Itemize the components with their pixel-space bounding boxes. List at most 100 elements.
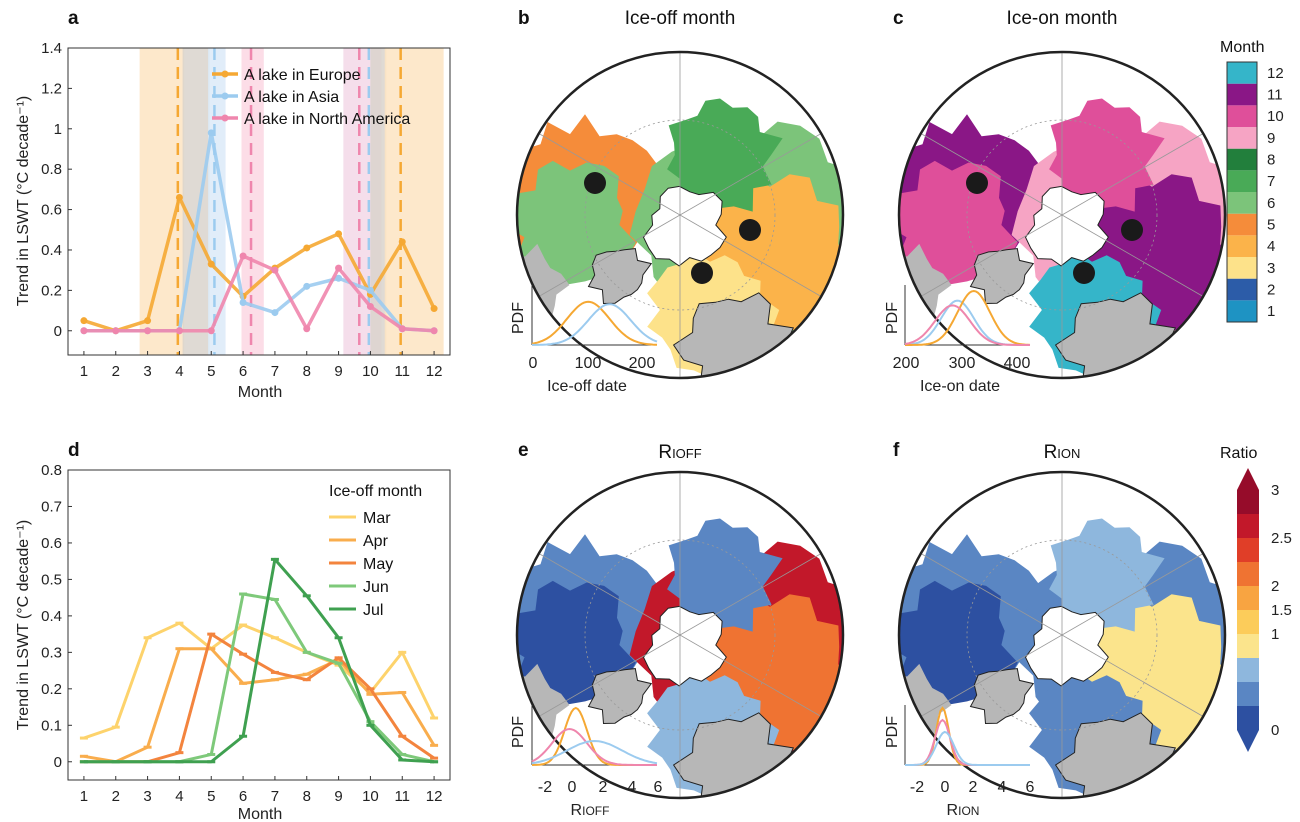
data-point <box>239 298 247 306</box>
map-e-pdf-tick: 2 <box>599 779 608 796</box>
map-b-ice-off-month <box>515 50 845 380</box>
x-tick-label: 3 <box>143 363 151 380</box>
colorbar-swatch <box>1227 257 1257 279</box>
data-point <box>271 309 279 317</box>
y-tick-label: 0.3 <box>41 644 62 661</box>
x-tick-label: 9 <box>334 363 342 380</box>
x-tick-label: 6 <box>239 363 247 380</box>
data-point <box>80 327 88 335</box>
map-border <box>515 50 845 380</box>
data-point <box>112 327 120 335</box>
legend-label: Apr <box>363 533 389 550</box>
data-point <box>80 317 88 325</box>
map-e-pdf-xlabel: RIOFF <box>571 802 610 819</box>
shaded-band <box>384 48 444 355</box>
series-line-a-lake-in-europe <box>83 195 436 333</box>
map-e-pdf-tick: 6 <box>654 779 663 796</box>
x-tick-label: 5 <box>207 363 215 380</box>
map-f-pdf-xlabel: RION <box>947 802 980 819</box>
meridian-line <box>538 634 681 717</box>
x-tick-label: 7 <box>271 788 279 805</box>
map-f-title: RION <box>1044 442 1081 463</box>
y-tick-label: 1 <box>54 121 62 138</box>
colorbar-frame <box>1226 61 1258 323</box>
land-region <box>1049 518 1165 632</box>
map-e-title: RIOFF <box>658 442 701 463</box>
x-tick-label: 1 <box>80 363 88 380</box>
land-region <box>1049 98 1165 212</box>
colorbar-label: 5 <box>1267 217 1275 234</box>
panel-letter-c: c <box>893 8 904 29</box>
colorbar-label: 1 <box>1271 626 1279 643</box>
meridian-line <box>538 133 681 216</box>
colorbar-swatch <box>1237 634 1259 658</box>
lake-marker <box>584 172 606 194</box>
map-b-pdf-tick: 0 <box>529 355 538 372</box>
panel-d-line-chart: 1 2 3 4 5 6 7 8 9 10 11 1200.10.20.30.40.50.60.70.8… <box>15 462 451 822</box>
map-e-pdf-label: PDF <box>510 716 527 748</box>
panel-letter-d: d <box>68 440 80 461</box>
colorbar-swatch <box>1227 213 1257 236</box>
meridian-line <box>920 214 1063 297</box>
meridian-line <box>679 634 822 717</box>
map-b-pdf-xlabel: Ice-off date <box>547 378 627 395</box>
colorbar-swatch <box>1227 235 1257 257</box>
panel-a-xlabel: Month <box>238 384 282 401</box>
meridian-line <box>1061 133 1204 216</box>
map-c-title: Ice-on month <box>1007 8 1118 29</box>
colorbar-swatch <box>1237 682 1259 706</box>
parallel-line <box>966 539 1158 731</box>
map-c-pdf-tick: 200 <box>893 355 920 372</box>
legend-label: Mar <box>363 510 391 527</box>
colorbar-swatch <box>1237 610 1259 634</box>
map-b-pdf-label: PDF <box>510 302 527 334</box>
map-e-pdf-inset: PDF RIOFF -2 0 2 4 6 <box>510 705 663 819</box>
colorbar-label: 8 <box>1267 152 1275 169</box>
y-tick-label: 0.4 <box>41 608 62 625</box>
pdf-curve <box>531 739 658 765</box>
colorbar-label: 1.5 <box>1271 602 1292 619</box>
series-line-jul <box>83 557 435 764</box>
panel-a-ylabel: Trend in LSWT (°C decade⁻¹) <box>15 96 32 306</box>
shaded-band <box>182 48 210 355</box>
colorbar-swatch <box>1227 105 1257 127</box>
panel-d-frame <box>67 469 451 781</box>
colorbar-arrow-bottom <box>1237 730 1259 752</box>
legend-title: Ice-off month <box>329 483 422 500</box>
x-tick-label: 10 <box>362 788 379 805</box>
y-tick-label: 0.4 <box>41 242 62 259</box>
x-tick-label: 11 <box>394 363 410 380</box>
panel-letter-b: b <box>518 8 530 29</box>
meridian-line <box>920 553 1063 636</box>
x-tick-label: 2 <box>112 788 120 805</box>
x-tick-label: 9 <box>334 788 342 805</box>
x-tick-label: 4 <box>175 788 183 805</box>
data-point <box>335 230 343 238</box>
map-border <box>897 470 1227 800</box>
colorbar-label: 7 <box>1267 173 1275 190</box>
colorbar-swatch <box>1237 658 1259 682</box>
series-line-mar <box>83 621 436 740</box>
colorbar-label: 2.5 <box>1271 530 1292 547</box>
map-f-pdf-tick: -2 <box>910 779 924 796</box>
pdf-curve <box>905 730 1030 766</box>
colorbar-label: 4 <box>1267 238 1275 255</box>
month-colorbar-title: Month <box>1220 39 1264 56</box>
y-tick-label: 0 <box>54 323 62 340</box>
series-line-a-lake-in-north-america <box>83 254 435 333</box>
x-tick-label: 4 <box>175 363 183 380</box>
greenland <box>587 668 653 725</box>
parallel-line <box>966 119 1158 311</box>
y-tick-label: 0.7 <box>41 498 62 515</box>
colorbar-label: 10 <box>1267 108 1284 125</box>
colorbar-swatch <box>1227 300 1257 322</box>
lake-marker <box>966 172 988 194</box>
parallel-line <box>584 539 776 731</box>
data-point <box>271 266 279 274</box>
panel-d-xlabel: Month <box>238 806 282 822</box>
colorbar-arrow-top <box>1237 468 1259 490</box>
meridian-line <box>920 634 1063 717</box>
